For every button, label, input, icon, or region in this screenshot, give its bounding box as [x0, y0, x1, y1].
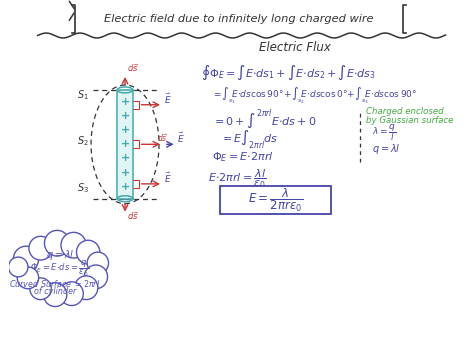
FancyBboxPatch shape — [220, 186, 331, 214]
Text: +: + — [120, 97, 130, 107]
Circle shape — [45, 230, 70, 256]
Text: $\vec{E}$: $\vec{E}$ — [164, 92, 172, 106]
Text: $\Phi_E = E{\cdot}2\pi r l$: $\Phi_E = E{\cdot}2\pi r l$ — [212, 150, 274, 164]
Bar — [131, 101, 138, 109]
Text: +: + — [120, 125, 130, 135]
Circle shape — [74, 276, 98, 300]
Circle shape — [61, 232, 86, 258]
Circle shape — [13, 246, 38, 272]
Text: $d\vec{s}$: $d\vec{s}$ — [127, 211, 139, 223]
Text: $S_2$: $S_2$ — [77, 134, 89, 148]
Bar — [117, 90, 133, 199]
Text: $q = \lambda l$: $q = \lambda l$ — [46, 248, 74, 262]
Text: Electric field due to infinitely long charged wire: Electric field due to infinitely long ch… — [104, 14, 374, 24]
Circle shape — [87, 252, 109, 274]
Text: $= \!\int_{s_1}\!\!E{\cdot}ds\cos 90°\! +\! \int_{s_2}\!\!E{\cdot}ds\cos 0°\! +\: $= \!\int_{s_1}\!\!E{\cdot}ds\cos 90°\! … — [212, 86, 418, 106]
Text: $\vec{E}$: $\vec{E}$ — [177, 131, 185, 145]
Circle shape — [9, 257, 28, 277]
Circle shape — [30, 278, 51, 300]
Circle shape — [17, 267, 38, 289]
Text: $S_3$: $S_3$ — [77, 181, 89, 195]
Circle shape — [29, 236, 52, 260]
Text: $d\vec{s}$: $d\vec{s}$ — [157, 132, 168, 144]
Text: by Gaussian surface: by Gaussian surface — [366, 116, 453, 125]
Text: $\Phi_E = E{\cdot}ds = \dfrac{q}{\varepsilon_0}$: $\Phi_E = E{\cdot}ds = \dfrac{q}{\vareps… — [30, 259, 90, 279]
Text: of cylinder: of cylinder — [34, 287, 76, 296]
Text: +: + — [120, 153, 130, 164]
Text: Charged enclosed: Charged enclosed — [366, 107, 444, 116]
Text: +: + — [120, 111, 130, 121]
Bar — [131, 140, 138, 148]
Text: $\vec{E}$: $\vec{E}$ — [164, 171, 172, 185]
Text: $S_1$: $S_1$ — [77, 88, 89, 102]
Text: $E{\cdot}2\pi r l = \dfrac{\lambda l}{\varepsilon_0}$: $E{\cdot}2\pi r l = \dfrac{\lambda l}{\v… — [208, 167, 266, 191]
Text: $E = \dfrac{\lambda}{2\pi r \varepsilon_0}$: $E = \dfrac{\lambda}{2\pi r \varepsilon_… — [248, 186, 303, 214]
Circle shape — [84, 265, 108, 289]
Text: +: + — [120, 168, 130, 178]
Text: Curved Surface $= 2\pi r l$: Curved Surface $= 2\pi r l$ — [9, 278, 101, 289]
Text: $d\vec{s}$: $d\vec{s}$ — [127, 62, 139, 74]
Text: $q = \lambda l$: $q = \lambda l$ — [372, 142, 400, 156]
Text: $= E\int_{2\pi rl} ds$: $= E\int_{2\pi rl} ds$ — [220, 128, 279, 151]
Text: Electric Flux: Electric Flux — [259, 41, 331, 54]
Text: $\lambda = \dfrac{q}{l}$: $\lambda = \dfrac{q}{l}$ — [372, 122, 396, 143]
Text: $= 0 + \int^{2\pi rl} E{\cdot}ds + 0$: $= 0 + \int^{2\pi rl} E{\cdot}ds + 0$ — [212, 108, 317, 132]
Text: +: + — [120, 182, 130, 192]
Circle shape — [76, 240, 100, 264]
Text: $\oint\Phi_E = \int E{\cdot}ds_1 + \int E{\cdot}ds_2 + \int E{\cdot}ds_3$: $\oint\Phi_E = \int E{\cdot}ds_1 + \int … — [201, 64, 375, 82]
Circle shape — [44, 283, 67, 306]
Bar — [131, 180, 138, 188]
Text: +: + — [120, 139, 130, 149]
Circle shape — [60, 282, 83, 306]
